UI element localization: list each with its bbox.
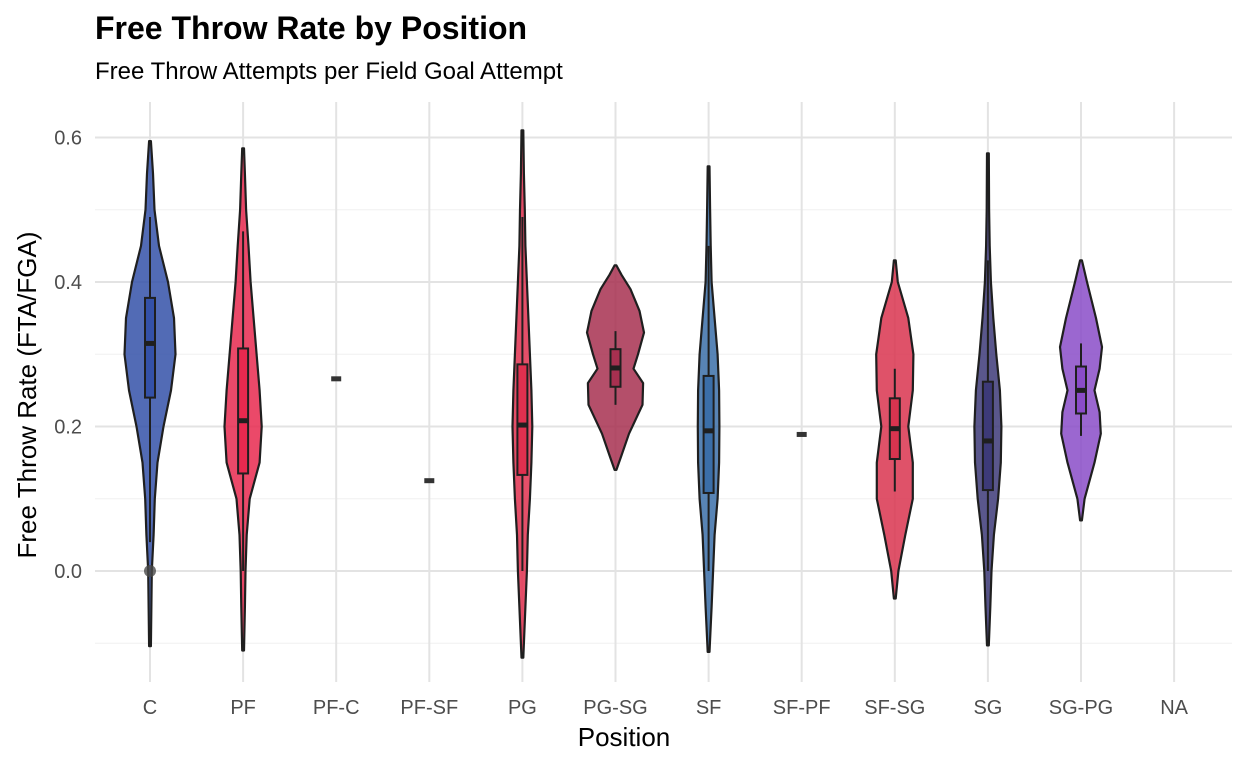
x-axis-title: Position (577, 722, 671, 752)
y-axis-title: Free Throw Rate (FTA/FGA) (12, 232, 42, 559)
x-tick-label: PF-C (313, 697, 360, 719)
x-tick-label: PG (508, 697, 537, 719)
single-point-marker (796, 431, 807, 437)
median-marker (517, 422, 528, 428)
median-marker (610, 365, 621, 371)
chart-title: Free Throw Rate by Position (95, 10, 528, 46)
tick-layer: 0.0 0.2 0.4 0.6 C PF PF-C PF-SF PG PG-SG SF SF-PF SF… (54, 128, 1188, 720)
x-tick-label: SF (696, 697, 722, 719)
median-marker (238, 418, 249, 424)
median-marker (145, 340, 155, 346)
chart-subtitle: Free Throw Attempts per Field Goal Attem… (95, 58, 563, 85)
x-tick-label: PF (230, 697, 256, 719)
x-tick-label: SF-SG (864, 697, 925, 719)
x-tick-label: PG-SG (583, 697, 647, 719)
x-tick-label: SG (973, 697, 1002, 719)
x-tick-label: SF-PF (773, 697, 831, 719)
x-tick-label: C (143, 697, 157, 719)
iqr-box (144, 296, 156, 399)
median-marker (982, 438, 993, 444)
y-tick-label: 0.0 (54, 561, 82, 583)
median-marker (1076, 387, 1086, 393)
x-tick-label: PF-SF (400, 697, 458, 719)
single-point-marker (424, 478, 435, 484)
y-tick-label: 0.6 (54, 128, 82, 150)
marks-layer (123, 129, 1104, 659)
iqr-box (237, 347, 250, 475)
y-tick-label: 0.4 (54, 272, 82, 294)
single-point-marker (331, 376, 342, 382)
iqr-box (516, 363, 529, 476)
median-marker (889, 426, 900, 432)
y-tick-label: 0.2 (54, 417, 82, 439)
grid-layer (95, 102, 1232, 682)
iqr-box (981, 380, 994, 492)
x-tick-label: NA (1160, 697, 1188, 719)
iqr-box (702, 374, 715, 494)
outlier-point (144, 565, 156, 577)
x-tick-label: SG-PG (1049, 697, 1113, 719)
median-marker (703, 428, 714, 434)
